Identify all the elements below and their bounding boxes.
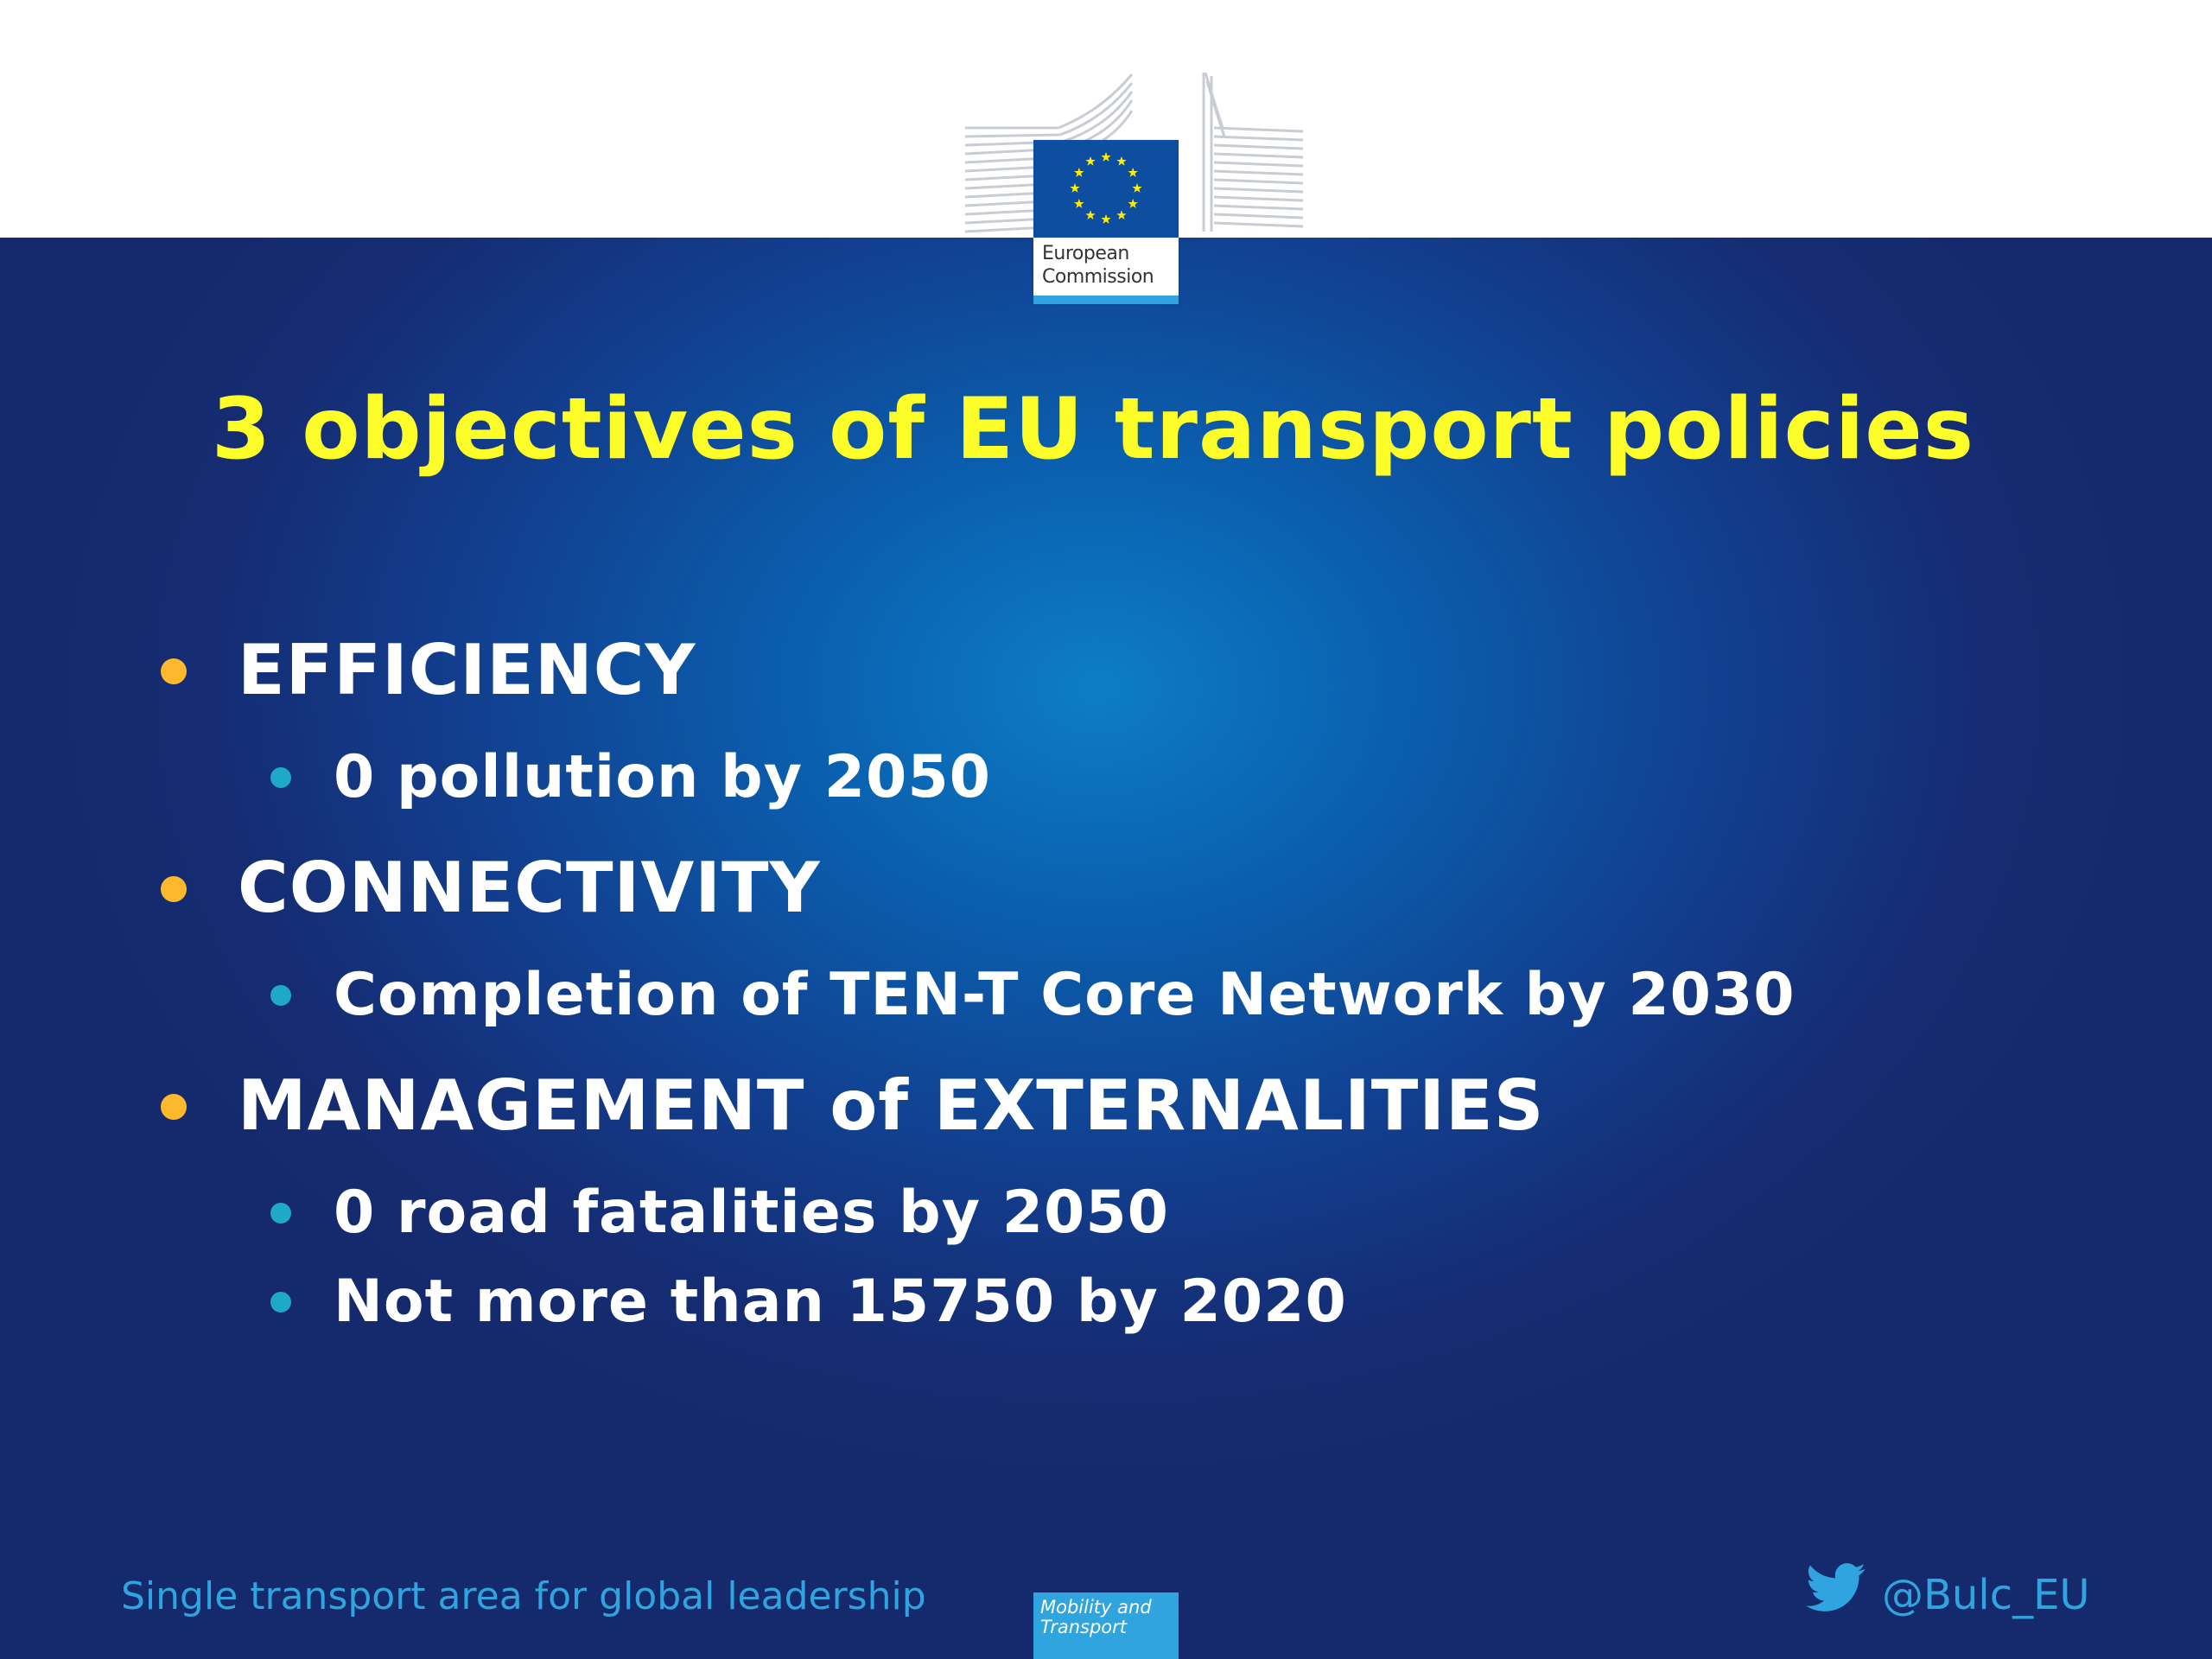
sub-bullet-item: Completion of TEN-T Core Network by 2030 [334, 961, 1796, 1029]
slide-title: 3 objectives of EU transport policies [211, 380, 1975, 479]
dg-logo-line2: Transport [1040, 1617, 1127, 1637]
bullet-item: EFFICIENCY [238, 630, 696, 710]
eu-star-icon [1101, 214, 1111, 224]
eu-star-icon [1128, 168, 1138, 177]
eu-star-icon [1116, 156, 1127, 166]
twitter-handle[interactable]: @Bulc_EU [1882, 1571, 2090, 1619]
ec-logo-line1: European [1042, 243, 1129, 264]
dg-logo-line1: Mobility and [1040, 1597, 1152, 1618]
eu-star-icon [1132, 183, 1142, 193]
sub-bullet-item: 0 road fatalities by 2050 [334, 1179, 1169, 1247]
footer-tagline: Single transport area for global leaders… [121, 1574, 926, 1618]
bullet-marker-level1 [161, 876, 187, 902]
sub-bullet-item: 0 pollution by 2050 [334, 743, 991, 811]
bullet-marker-level1 [161, 1094, 187, 1120]
sub-bullet-marker [270, 1292, 291, 1313]
dg-mobility-transport-logo: Mobility and Transport [1033, 1592, 1179, 1659]
eu-star-icon [1116, 210, 1127, 220]
eu-star-icon [1101, 152, 1111, 162]
eu-star-icon [1085, 210, 1096, 220]
ec-logo-text: European Commission [1042, 242, 1154, 289]
dg-logo-text: Mobility and Transport [1040, 1598, 1152, 1637]
european-commission-logo: European Commission [1033, 140, 1179, 304]
eu-star-icon [1074, 199, 1084, 208]
eu-flag-icon [1033, 140, 1179, 238]
sub-bullet-item: Not more than 15750 by 2020 [334, 1268, 1347, 1336]
bullet-marker-level1 [161, 658, 187, 684]
eu-star-icon [1070, 183, 1080, 193]
ec-logo-line2: Commission [1042, 266, 1154, 288]
ec-logo-accent-bar [1033, 296, 1179, 304]
bullet-item: CONNECTIVITY [238, 848, 821, 928]
eu-star-icon [1074, 168, 1084, 177]
bullet-item: MANAGEMENT of EXTERNALITIES [238, 1065, 1545, 1146]
eu-star-icon [1085, 156, 1096, 166]
eu-star-icon [1128, 199, 1138, 208]
main-panel [0, 238, 2212, 1659]
sub-bullet-marker [270, 1203, 291, 1224]
twitter-bird-icon [1806, 1562, 1866, 1614]
sub-bullet-marker [270, 767, 291, 788]
sub-bullet-marker [270, 985, 291, 1006]
